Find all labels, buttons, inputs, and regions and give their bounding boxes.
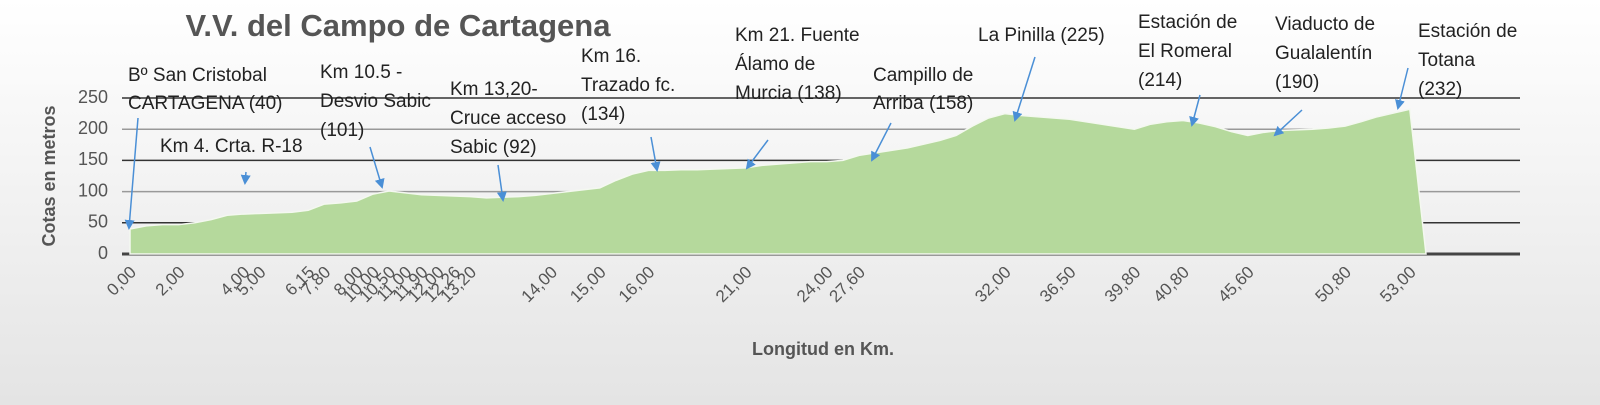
- annotation-arrow: [240, 171, 251, 185]
- annotation-arrow: [650, 136, 661, 172]
- annotation-text: Estación de: [1138, 12, 1237, 33]
- annotation-text: Arriba (158): [873, 93, 973, 114]
- annotation-text: Km 21. Fuente: [735, 25, 860, 46]
- annotation-text: CARTAGENA (40): [128, 93, 283, 114]
- annotation-text: Gualalentín: [1275, 43, 1372, 64]
- y-tick-label: 200: [78, 118, 108, 138]
- y-tick-label: 0: [98, 243, 108, 263]
- annotation-text: Totana: [1418, 50, 1475, 71]
- annotation-arrow: [745, 139, 769, 170]
- annotation-arrow: [124, 117, 139, 230]
- annotation-arrow: [1395, 67, 1409, 110]
- annotation-arrow: [496, 164, 507, 202]
- annotation-text: El Romeral: [1138, 41, 1232, 62]
- annotation-arrow: [1189, 94, 1201, 127]
- annotation-text: (190): [1275, 72, 1319, 93]
- annotation-arrow: [1012, 56, 1036, 122]
- y-tick-label: 150: [78, 149, 108, 169]
- annotation-text: (101): [320, 120, 364, 141]
- annotation-text: Murcia (138): [735, 83, 842, 104]
- annotation-text: La Pinilla (225): [978, 25, 1105, 46]
- annotation-text: Trazado fc.: [581, 75, 675, 96]
- annotation-arrow: [1273, 109, 1303, 137]
- annotation-text: Estación de: [1418, 21, 1517, 42]
- y-tick-label: 250: [78, 87, 108, 107]
- annotation-text: (134): [581, 104, 625, 125]
- annotation-text: Bº San Cristobal: [128, 65, 267, 86]
- annotation-text: Km 13,20-: [450, 79, 538, 100]
- annotation-text: Sabic (92): [450, 137, 537, 158]
- x-axis-label: Longitud en Km.: [752, 339, 894, 359]
- area: [129, 108, 1427, 255]
- annotation-text: Álamo de: [735, 54, 815, 75]
- chart-title: V.V. del Campo de Cartagena: [186, 8, 612, 43]
- annotation-arrow: [871, 122, 892, 162]
- annotation-text: (214): [1138, 70, 1182, 91]
- annotation-text: Campillo de: [873, 65, 973, 86]
- annotation-text: (232): [1418, 79, 1462, 100]
- y-tick-label: 100: [78, 180, 108, 200]
- annotation-text: Km 4. Crta. R-18: [160, 136, 303, 157]
- annotation-text: Desvio Sabic: [320, 91, 431, 112]
- annotation-text: Km 10.5 -: [320, 62, 402, 83]
- annotation-text: Km 16.: [581, 46, 641, 67]
- annotation-text: Cruce acceso: [450, 108, 566, 129]
- annotation-arrow: [369, 146, 385, 189]
- annotation-text: Viaducto de: [1275, 14, 1375, 35]
- y-axis-label: Cotas en metros: [39, 105, 59, 246]
- y-tick-label: 50: [88, 212, 108, 232]
